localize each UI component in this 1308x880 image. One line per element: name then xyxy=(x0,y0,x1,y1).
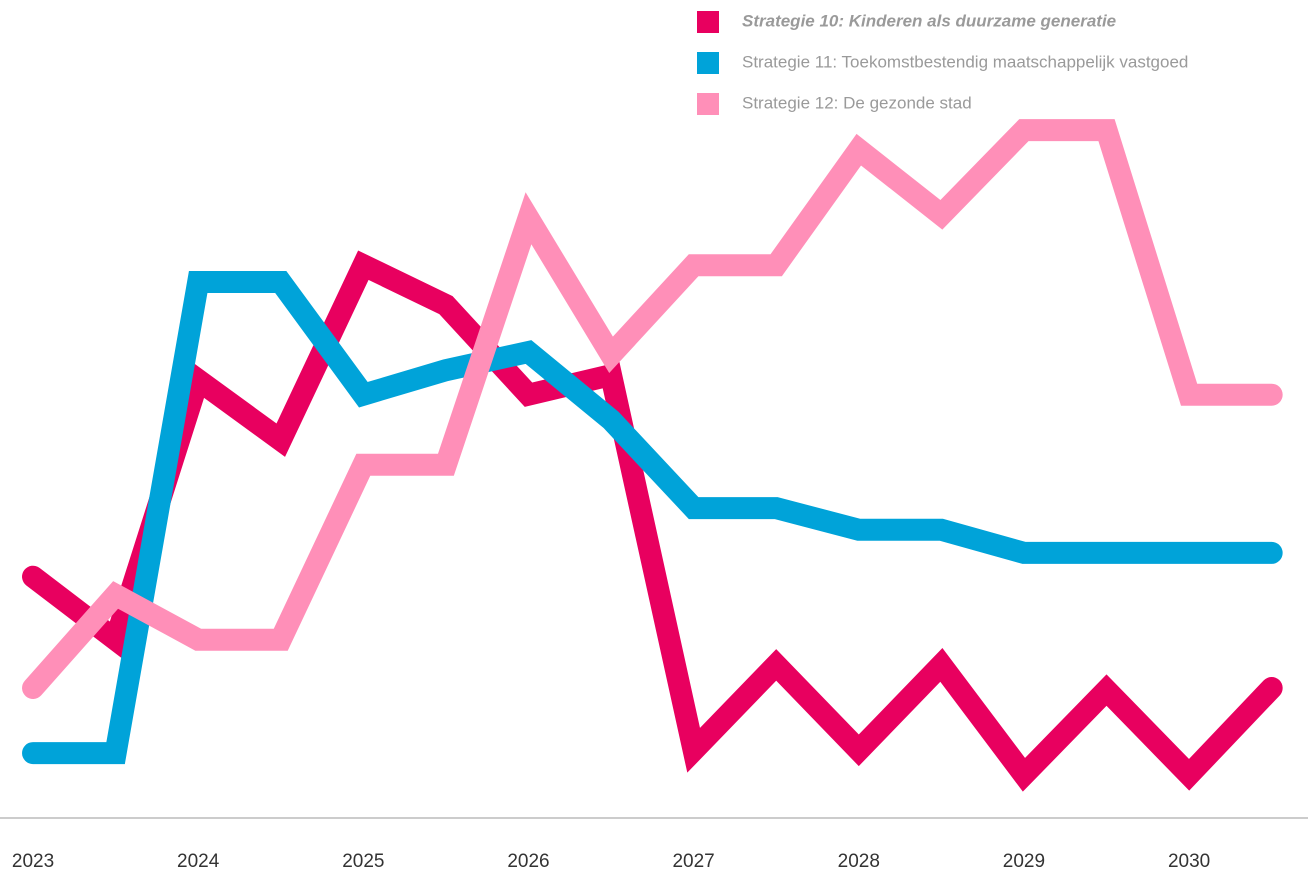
series-line xyxy=(22,119,1283,699)
x-tick-label: 2030 xyxy=(1168,851,1210,872)
x-tick-label: 2026 xyxy=(507,851,549,872)
x-tick-label: 2028 xyxy=(838,851,880,872)
legend-label[interactable]: Strategie 10: Kinderen als duurzame gene… xyxy=(742,11,1116,30)
legend-swatch[interactable] xyxy=(697,11,719,33)
x-tick-label: 2023 xyxy=(12,851,54,872)
legend-label[interactable]: Strategie 11: Toekomstbestendig maatscha… xyxy=(742,52,1188,71)
series-line xyxy=(22,271,1283,765)
x-tick-label: 2025 xyxy=(342,851,384,872)
legend-label[interactable]: Strategie 12: De gezonde stad xyxy=(742,93,972,112)
legend-swatch[interactable] xyxy=(697,52,719,74)
series-line xyxy=(22,250,1283,792)
x-tick-label: 2029 xyxy=(1003,851,1045,872)
x-tick-label: 2024 xyxy=(177,851,220,872)
legend-swatch[interactable] xyxy=(697,93,719,115)
x-tick-label: 2027 xyxy=(672,851,714,872)
